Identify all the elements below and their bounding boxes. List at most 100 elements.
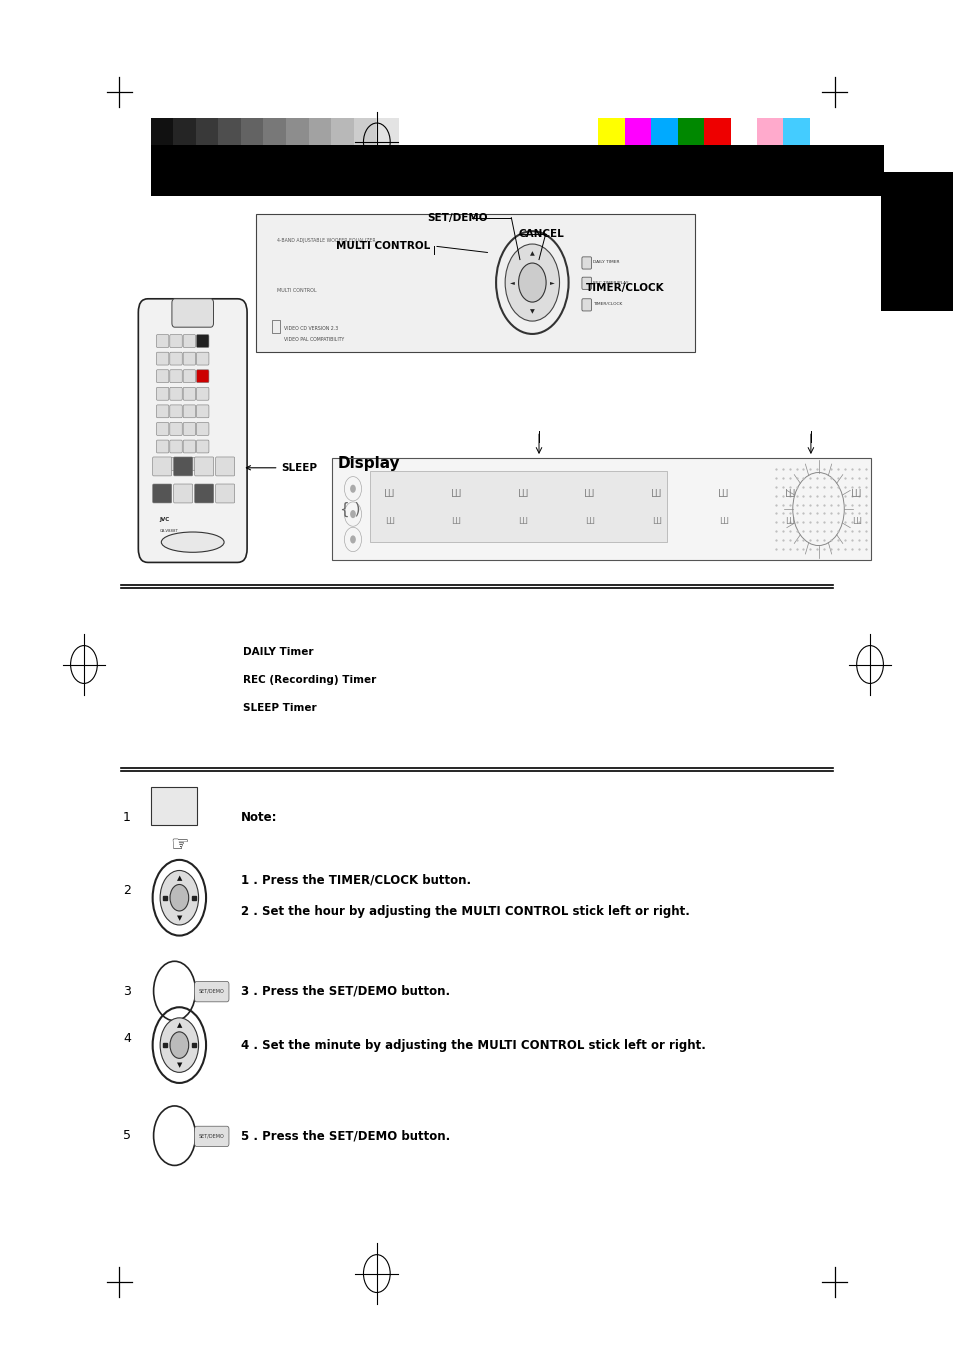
Bar [173,119,195,149]
Circle shape [160,1018,198,1072]
Circle shape [350,485,355,493]
Text: Ш: Ш [383,489,395,499]
FancyBboxPatch shape [156,370,169,383]
FancyBboxPatch shape [170,423,182,435]
Bar [308,119,331,149]
FancyBboxPatch shape [183,370,195,383]
Text: ◄: ◄ [509,280,514,285]
Text: TIMER/CLOCK: TIMER/CLOCK [593,303,622,306]
Bar [880,172,953,311]
Text: 1 . Press the TIMER/CLOCK button.: 1 . Press the TIMER/CLOCK button. [241,873,471,887]
Text: MULTI CONTROL: MULTI CONTROL [276,288,316,293]
Ellipse shape [161,533,224,553]
FancyBboxPatch shape [196,335,209,347]
FancyBboxPatch shape [196,441,209,453]
Text: ▼: ▼ [530,308,534,314]
Text: Ш: Ш [850,489,862,499]
FancyBboxPatch shape [138,299,247,562]
FancyBboxPatch shape [156,353,169,365]
Text: Ш: Ш [517,516,527,526]
Text: Ш: Ш [450,489,461,499]
Text: 4-BAND ADJUSTABLE WOOFER EQUALIZER: 4-BAND ADJUSTABLE WOOFER EQUALIZER [276,238,375,243]
Bar [286,119,308,149]
Text: REC TIMER/PLAY: REC TIMER/PLAY [593,281,628,284]
Bar [218,119,241,149]
Bar [598,119,624,149]
Text: Ш: Ш [717,489,728,499]
FancyBboxPatch shape [215,484,234,503]
Bar [151,787,196,825]
Text: Ш: Ш [851,516,861,526]
Text: Ш: Ш [783,489,795,499]
Text: ☞: ☞ [170,836,189,854]
Text: CA-V888T: CA-V888T [159,530,178,533]
Circle shape [160,871,198,925]
Text: ▲: ▲ [530,251,534,257]
Bar [677,119,703,149]
FancyBboxPatch shape [196,458,209,470]
FancyBboxPatch shape [183,423,195,435]
Bar [782,119,809,149]
Text: Ш: Ш [651,516,660,526]
FancyBboxPatch shape [183,441,195,453]
Text: 2: 2 [123,884,131,898]
FancyBboxPatch shape [170,441,182,453]
Text: JVC: JVC [159,516,170,522]
FancyBboxPatch shape [152,484,172,503]
Text: ▲: ▲ [176,1022,182,1028]
FancyBboxPatch shape [196,370,209,383]
FancyBboxPatch shape [255,214,694,352]
Bar [241,119,263,149]
FancyBboxPatch shape [194,484,213,503]
Text: DAILY Timer: DAILY Timer [243,646,314,657]
Bar [151,145,883,196]
FancyBboxPatch shape [152,457,172,476]
Text: SLEEP: SLEEP [246,462,317,473]
Text: { ): { ) [339,502,359,516]
Text: 3: 3 [123,984,131,998]
Text: Note:: Note: [241,811,277,825]
Bar [263,119,286,149]
Text: 5 . Press the SET/DEMO button.: 5 . Press the SET/DEMO button. [241,1129,450,1142]
FancyBboxPatch shape [170,458,182,470]
FancyBboxPatch shape [183,335,195,347]
FancyBboxPatch shape [183,406,195,418]
Text: SET/DEMO: SET/DEMO [199,988,224,994]
Text: ▲: ▲ [176,875,182,880]
FancyBboxPatch shape [156,441,169,453]
FancyBboxPatch shape [196,406,209,418]
Text: Ш: Ш [451,516,460,526]
Text: 3 . Press the SET/DEMO button.: 3 . Press the SET/DEMO button. [241,984,450,998]
Text: ►: ► [550,280,555,285]
FancyBboxPatch shape [156,406,169,418]
Circle shape [350,535,355,544]
Bar [624,119,651,149]
Bar [370,472,666,542]
FancyBboxPatch shape [194,982,229,1002]
Text: Ш: Ш [584,516,594,526]
FancyBboxPatch shape [173,484,193,503]
Circle shape [505,245,558,320]
Bar [195,119,218,149]
FancyBboxPatch shape [194,1126,229,1146]
FancyBboxPatch shape [170,406,182,418]
Text: VIDEO PAL COMPATIBILITY: VIDEO PAL COMPATIBILITY [284,337,344,342]
FancyBboxPatch shape [170,388,182,400]
Text: Ш: Ш [384,516,394,526]
Text: CANCEL: CANCEL [518,228,564,239]
Text: REC (Recording) Timer: REC (Recording) Timer [243,675,376,685]
Text: SET/DEMO: SET/DEMO [427,212,487,223]
Text: ▼: ▼ [176,1063,182,1068]
FancyBboxPatch shape [183,353,195,365]
Text: MULTI CONTROL: MULTI CONTROL [335,241,430,251]
Text: Ш: Ш [583,489,595,499]
Text: 1: 1 [123,811,131,825]
Bar [703,119,730,149]
FancyBboxPatch shape [183,388,195,400]
Text: SET/DEMO: SET/DEMO [199,1133,224,1138]
FancyBboxPatch shape [156,335,169,347]
FancyBboxPatch shape [172,299,213,327]
Bar [151,119,173,149]
Circle shape [170,884,189,911]
Circle shape [518,264,545,301]
